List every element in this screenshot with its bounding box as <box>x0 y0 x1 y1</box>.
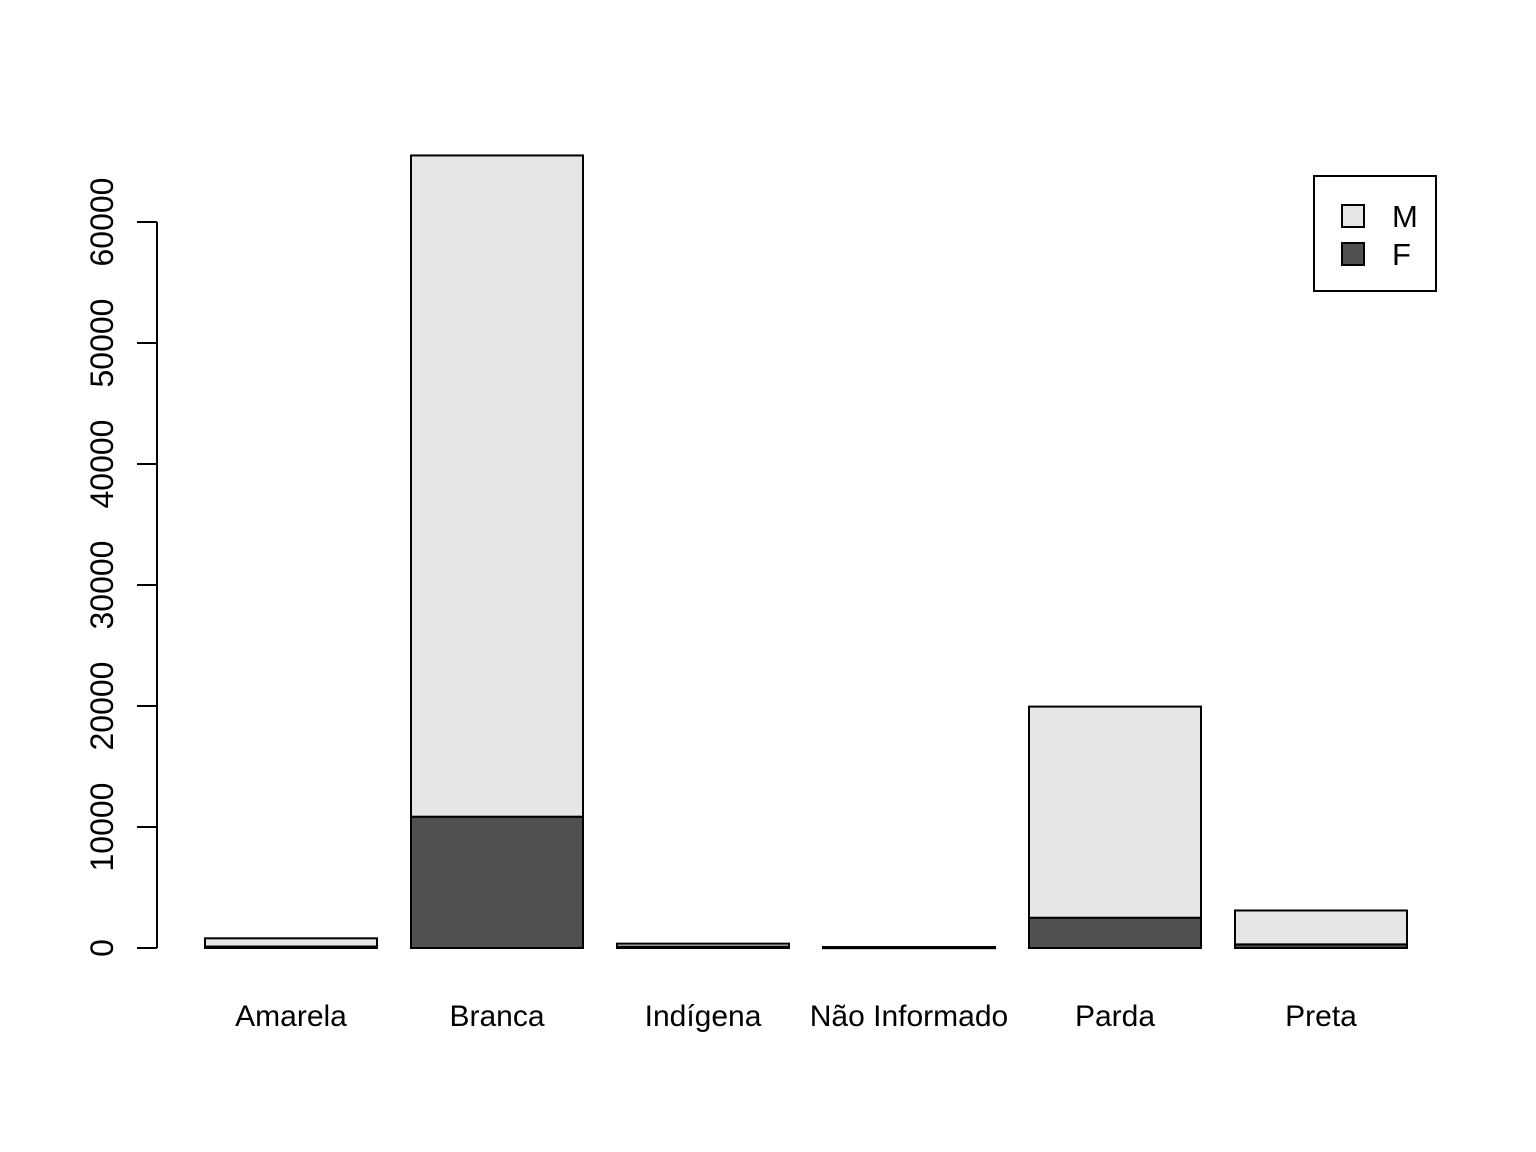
y-axis: 0 10000 20000 30000 40000 50000 60000 <box>84 178 158 957</box>
bar-segment-m <box>204 937 378 948</box>
legend-box <box>1313 175 1437 292</box>
bar-segment-f <box>1028 916 1202 949</box>
legend-label-f: F <box>1392 237 1411 272</box>
y-tick-label: 0 <box>84 939 120 957</box>
bar-segment-m <box>822 946 996 949</box>
bar-segment-f <box>410 815 584 950</box>
y-tick-label: 40000 <box>84 420 120 509</box>
y-tick-label: 30000 <box>84 541 120 630</box>
y-tick-label: 20000 <box>84 662 120 751</box>
x-axis-labels: Amarela Branca Indígena Não Informado Parda P… <box>235 1000 1357 1033</box>
bar-segment-m <box>410 154 584 818</box>
legend-swatch-f <box>1341 242 1365 266</box>
x-category-label: Preta <box>1285 1000 1357 1033</box>
legend: MF <box>1313 175 1437 292</box>
y-tick-label: 10000 <box>84 783 120 872</box>
y-tick-label: 60000 <box>84 178 120 267</box>
bar-segment-m <box>1234 909 1408 946</box>
y-tick-label: 50000 <box>84 299 120 388</box>
x-category-label: Não Informado <box>810 1000 1008 1033</box>
legend-label-m: M <box>1392 199 1418 234</box>
x-category-label: Indígena <box>645 1000 762 1033</box>
x-category-label: Branca <box>449 1000 544 1033</box>
x-category-label: Parda <box>1075 1000 1155 1033</box>
legend-swatch-m <box>1341 204 1365 228</box>
bar-segment-m <box>1028 705 1202 919</box>
bars <box>204 154 1408 950</box>
x-category-label: Amarela <box>235 1000 347 1033</box>
bar-segment-m <box>616 942 790 948</box>
